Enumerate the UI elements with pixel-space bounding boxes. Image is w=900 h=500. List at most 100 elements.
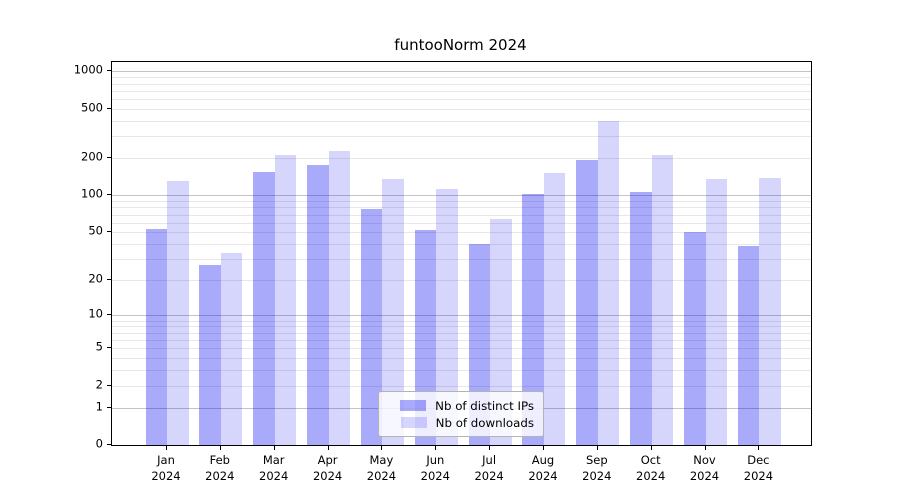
bar-nb-of-distinct-ips-apr-2024 <box>307 164 329 445</box>
y-tick-mark <box>107 70 111 72</box>
gridline-minor <box>112 280 811 282</box>
x-tick-mark <box>381 446 383 450</box>
y-tick-label: 50 <box>88 223 103 238</box>
x-tick-label-jul-2024: Jul 2024 <box>474 453 504 483</box>
legend-label-downloads: Nb of downloads <box>435 415 534 430</box>
bar-nb-of-downloads-apr-2024 <box>328 150 351 445</box>
x-tick-mark <box>596 446 598 450</box>
y-tick-mark <box>107 444 111 445</box>
legend-item-downloads: Nb of downloads <box>386 415 534 431</box>
gridline-minor <box>112 136 811 138</box>
gridline-minor <box>112 90 811 92</box>
bar-nb-of-downloads-jan-2024 <box>167 181 189 445</box>
x-tick-mark <box>543 446 544 450</box>
gridline-minor <box>112 385 811 387</box>
gridline-minor <box>112 83 811 85</box>
y-tick-label: 1 <box>95 398 103 413</box>
x-tick-mark <box>166 446 167 450</box>
x-tick-mark <box>219 446 221 450</box>
x-tick-label-sep-2024: Sep 2024 <box>582 453 612 483</box>
gridline-minor <box>112 332 811 334</box>
y-tick-label: 20 <box>88 271 103 286</box>
y-tick-mark <box>107 384 111 386</box>
bar-nb-of-downloads-feb-2024 <box>220 252 243 445</box>
y-tick-label: 100 <box>81 186 103 201</box>
legend-item-distinct-ips: Nb of distinct IPs <box>386 398 534 414</box>
gridline-minor <box>112 120 811 122</box>
gridline-minor <box>112 358 811 359</box>
bar-nb-of-downloads-jun-2024 <box>436 188 458 445</box>
legend-swatch-downloads-icon <box>400 417 427 428</box>
bar-nb-of-downloads-sep-2024 <box>597 120 620 445</box>
gridline-minor <box>112 222 811 224</box>
gridline-minor <box>112 108 811 110</box>
legend-label-distinct-ips: Nb of distinct IPs <box>435 398 534 413</box>
y-tick-mark <box>107 406 111 408</box>
y-tick-label: 500 <box>81 100 103 115</box>
bar-nb-of-downloads-oct-2024 <box>651 154 674 445</box>
x-tick-label-oct-2024: Oct 2024 <box>636 453 666 483</box>
x-tick-label-dec-2024: Dec 2024 <box>743 453 774 483</box>
y-tick-mark <box>107 157 111 159</box>
bar-nb-of-distinct-ips-mar-2024 <box>253 171 275 445</box>
legend-swatch-distinct-ips-icon <box>400 400 427 411</box>
gridline-minor <box>112 370 811 371</box>
gridline-major <box>112 195 811 197</box>
y-tick-mark <box>107 231 111 233</box>
gridline-minor <box>112 201 811 203</box>
gridline-minor <box>112 158 811 160</box>
bar-nb-of-distinct-ips-aug-2024 <box>522 193 544 445</box>
y-tick-mark <box>107 107 111 109</box>
y-tick-label: 5 <box>95 339 103 354</box>
y-tick-mark <box>107 347 111 349</box>
bar-nb-of-distinct-ips-nov-2024 <box>684 232 706 445</box>
x-tick-label-aug-2024: Aug 2024 <box>528 453 558 483</box>
bar-nb-of-distinct-ips-may-2024 <box>360 208 383 445</box>
bar-nb-of-distinct-ips-feb-2024 <box>199 264 221 445</box>
x-tick-mark <box>327 446 329 450</box>
bar-nb-of-downloads-mar-2024 <box>274 154 297 445</box>
y-tick-label: 200 <box>81 149 103 164</box>
gridline-minor <box>112 339 811 341</box>
gridline-major <box>112 71 811 73</box>
gridline-minor <box>112 326 811 328</box>
plot-area: Nb of distinct IPs Nb of downloads <box>111 61 812 446</box>
gridline-major <box>112 315 811 317</box>
bar-nb-of-downloads-dec-2024 <box>759 177 781 445</box>
x-tick-label-nov-2024: Nov 2024 <box>689 453 720 483</box>
bar-nb-of-downloads-aug-2024 <box>543 172 566 445</box>
legend: Nb of distinct IPs Nb of downloads <box>378 391 544 437</box>
x-tick-label-mar-2024: Mar 2024 <box>259 453 289 483</box>
bar-nb-of-downloads-nov-2024 <box>705 178 727 445</box>
gridline-minor <box>112 244 811 246</box>
y-tick-label: 0 <box>95 436 103 451</box>
gridline-minor <box>112 320 811 322</box>
gridline-minor <box>112 77 811 79</box>
gridline-minor <box>112 99 811 100</box>
x-tick-mark <box>273 446 275 450</box>
x-tick-mark <box>650 446 652 450</box>
gridline-minor <box>112 207 811 209</box>
y-tick-label: 1000 <box>73 62 103 77</box>
x-tick-label-apr-2024: Apr 2024 <box>312 453 343 483</box>
bar-nb-of-distinct-ips-sep-2024 <box>576 159 598 445</box>
gridline-minor <box>112 259 811 261</box>
x-tick-label-may-2024: May 2024 <box>366 453 397 483</box>
x-tick-label-feb-2024: Feb 2024 <box>205 453 235 483</box>
bar-nb-of-downloads-jul-2024 <box>490 219 512 445</box>
chart-title: funtooNorm 2024 <box>394 36 527 54</box>
x-tick-mark <box>435 446 437 450</box>
gridline-minor <box>112 214 811 216</box>
gridline-minor <box>112 348 811 350</box>
bar-nb-of-distinct-ips-jan-2024 <box>145 229 167 445</box>
y-tick-mark <box>107 314 111 316</box>
x-tick-label-jan-2024: Jan 2024 <box>151 453 181 483</box>
y-tick-mark <box>107 279 111 281</box>
x-tick-mark <box>758 446 760 450</box>
y-tick-label: 10 <box>88 306 103 321</box>
gridline-minor <box>112 232 811 234</box>
x-tick-mark <box>489 446 491 450</box>
bar-nb-of-distinct-ips-dec-2024 <box>737 245 760 445</box>
y-tick-label: 2 <box>95 376 103 391</box>
